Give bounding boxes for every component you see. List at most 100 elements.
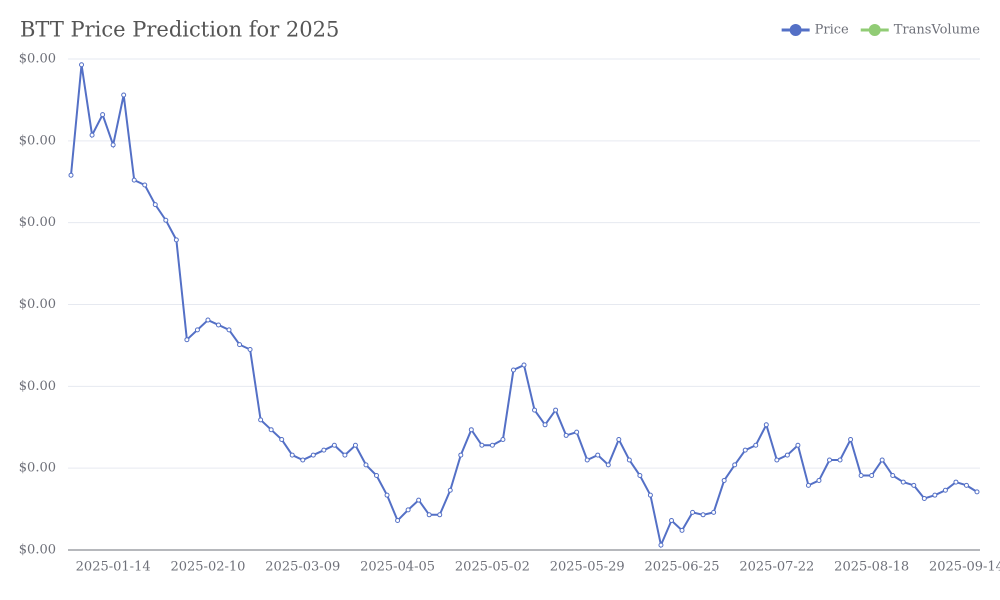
data-point: [437, 512, 443, 518]
data-point: [900, 479, 906, 485]
y-tick-label: $0.00: [19, 52, 56, 67]
data-point: [110, 142, 116, 148]
legend-marker: [868, 24, 881, 36]
data-point: [784, 452, 790, 458]
chart-title: BTT Price Prediction for 2025: [20, 18, 339, 42]
data-point: [468, 427, 474, 433]
data-point: [542, 422, 548, 428]
data-point: [953, 479, 959, 485]
data-point: [173, 237, 179, 243]
data-point: [763, 422, 769, 428]
data-point: [500, 437, 506, 443]
data-point: [879, 457, 885, 463]
data-point: [342, 452, 348, 458]
data-point: [447, 487, 453, 493]
data-point: [331, 442, 337, 448]
data-point: [384, 492, 390, 498]
x-tick-label: 2025-07-22: [739, 560, 814, 575]
x-tick-label: 2025-09-14: [929, 560, 1000, 575]
x-tick-label: 2025-06-25: [645, 560, 720, 575]
data-point: [700, 512, 706, 518]
data-point: [616, 437, 622, 443]
data-point: [321, 447, 327, 453]
data-point: [795, 442, 801, 448]
data-point: [289, 452, 295, 458]
data-point: [837, 457, 843, 463]
x-tick-label: 2025-03-09: [265, 560, 340, 575]
data-point: [595, 452, 601, 458]
data-point: [279, 437, 285, 443]
data-point: [963, 482, 969, 488]
data-point: [268, 427, 274, 433]
data-point: [184, 337, 190, 343]
data-point: [732, 462, 738, 468]
data-point: [458, 452, 464, 458]
data-point: [205, 317, 211, 323]
data-point: [679, 527, 685, 533]
data-point: [690, 509, 696, 515]
data-point: [395, 518, 401, 524]
y-tick-label: $0.00: [19, 379, 56, 394]
x-tick-label: 2025-02-10: [170, 560, 245, 575]
x-tick-label: 2025-04-05: [360, 560, 435, 575]
data-point: [553, 407, 559, 413]
data-point: [310, 452, 316, 458]
data-point: [626, 457, 632, 463]
data-point: [932, 492, 938, 498]
x-tick-label: 2025-01-14: [76, 560, 151, 575]
x-tick-label: 2025-05-02: [455, 560, 530, 575]
data-point: [890, 473, 896, 479]
data-point: [668, 518, 674, 524]
data-point: [152, 202, 158, 208]
data-point: [363, 462, 369, 468]
legend-marker: [789, 24, 802, 36]
data-point: [89, 132, 95, 138]
data-point: [489, 442, 495, 448]
data-point: [584, 457, 590, 463]
data-point: [942, 487, 948, 493]
data-point: [121, 92, 127, 98]
data-point: [405, 507, 411, 513]
data-point: [100, 112, 106, 118]
data-point: [805, 482, 811, 488]
data-point: [247, 347, 253, 353]
legend-label: Price: [815, 23, 849, 38]
data-point: [711, 509, 717, 515]
data-point: [721, 477, 727, 483]
data-point: [753, 442, 759, 448]
data-point: [974, 489, 980, 495]
y-tick-label: $0.00: [19, 297, 56, 312]
data-point: [574, 429, 580, 435]
data-point: [563, 432, 569, 438]
data-point: [647, 492, 653, 498]
data-point: [911, 482, 917, 488]
data-point: [226, 327, 232, 333]
data-point: [479, 442, 485, 448]
data-point: [521, 362, 527, 368]
data-point: [658, 542, 664, 548]
data-point: [416, 497, 422, 503]
data-point: [352, 442, 358, 448]
data-point: [79, 62, 85, 68]
y-tick-label: $0.00: [19, 133, 56, 148]
data-point: [921, 495, 927, 501]
data-point: [774, 457, 780, 463]
data-point: [374, 473, 380, 479]
y-tick-label: $0.00: [19, 543, 56, 558]
x-tick-label: 2025-08-18: [834, 560, 909, 575]
data-point: [848, 437, 854, 443]
data-point: [258, 417, 264, 423]
x-tick-label: 2025-05-29: [550, 560, 625, 575]
data-point: [742, 447, 748, 453]
data-point: [827, 457, 833, 463]
data-point: [605, 462, 611, 468]
data-point: [163, 217, 169, 223]
data-point: [215, 322, 221, 328]
legend-label: TransVolume: [894, 23, 981, 38]
data-point: [237, 342, 243, 348]
y-tick-label: $0.00: [19, 215, 56, 230]
data-point: [532, 407, 538, 413]
y-tick-label: $0.00: [19, 461, 56, 476]
data-point: [300, 457, 306, 463]
